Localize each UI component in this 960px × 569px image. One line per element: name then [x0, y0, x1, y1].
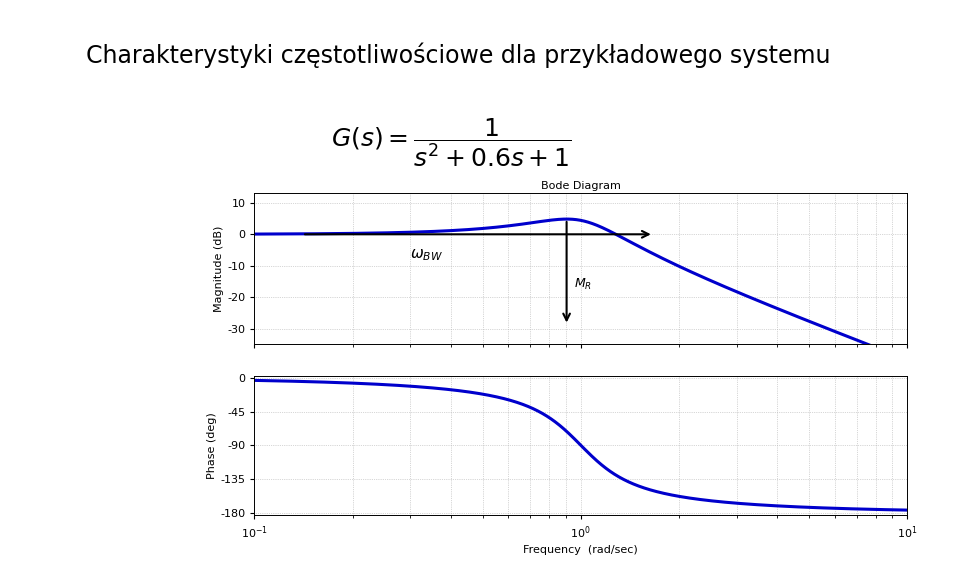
Y-axis label: Phase (deg): Phase (deg)	[207, 412, 218, 479]
Title: Bode Diagram: Bode Diagram	[540, 182, 621, 191]
X-axis label: Frequency  (rad/sec): Frequency (rad/sec)	[523, 545, 638, 555]
Text: $M_R$: $M_R$	[573, 277, 591, 292]
Text: $\omega_{BW}$: $\omega_{BW}$	[410, 247, 444, 262]
Y-axis label: Magnitude (dB): Magnitude (dB)	[214, 226, 225, 312]
Text: Charakterystyki częstotliwościowe dla przykładowego systemu: Charakterystyki częstotliwościowe dla pr…	[86, 43, 831, 68]
Text: $G(s) = \dfrac{1}{s^2 + 0.6s + 1}$: $G(s) = \dfrac{1}{s^2 + 0.6s + 1}$	[331, 117, 571, 169]
